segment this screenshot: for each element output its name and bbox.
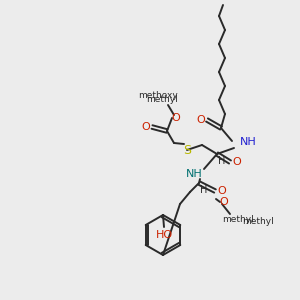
Text: NH: NH <box>186 169 202 179</box>
Text: O: O <box>218 186 226 196</box>
Text: methyl: methyl <box>222 214 254 224</box>
Text: methoxy: methoxy <box>138 92 178 100</box>
Text: H: H <box>200 185 208 195</box>
Text: S: S <box>183 143 191 157</box>
Text: O: O <box>172 113 180 123</box>
Text: O: O <box>232 157 242 167</box>
Text: O: O <box>196 115 206 125</box>
Text: HO: HO <box>155 230 172 240</box>
Text: H: H <box>218 156 226 166</box>
Text: O: O <box>220 197 228 207</box>
Text: methyl: methyl <box>242 218 274 226</box>
Text: O: O <box>142 122 150 132</box>
Text: methyl: methyl <box>146 95 178 104</box>
Text: NH: NH <box>240 137 257 147</box>
